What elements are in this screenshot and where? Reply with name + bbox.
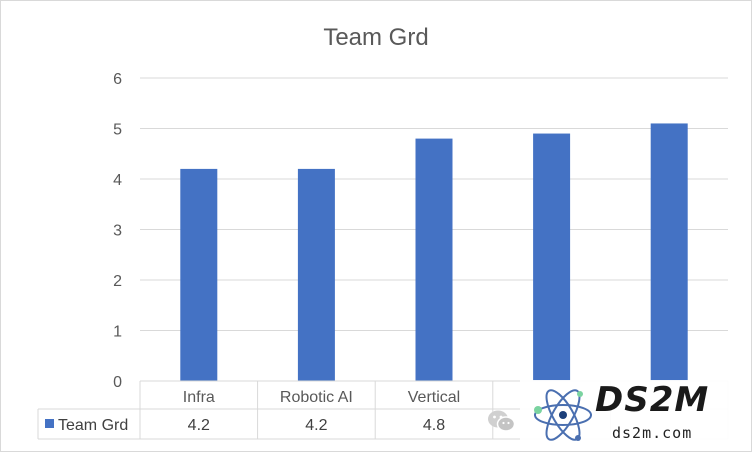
data-label: 4.8 [423,417,445,434]
watermark-sub-text: ds2m.com [612,424,693,442]
bar [533,133,571,381]
atom-icon [534,389,592,441]
y-tick-label: 0 [113,374,122,391]
legend-label: Team Grd [58,417,128,434]
bar [650,123,688,381]
bars [180,123,688,381]
chart-title: Team Grd [323,24,428,51]
y-tick-label: 2 [113,273,122,290]
y-axis-ticks: 0 1 2 3 4 5 6 [113,71,122,391]
watermark: DS2M ds2m.com [520,380,750,450]
legend-swatch [45,419,54,428]
bar [180,168,218,381]
y-tick-label: 3 [113,223,122,240]
y-tick-label: 4 [113,172,122,189]
y-tick-label: 1 [113,324,122,341]
data-label: 4.2 [305,417,327,434]
x-tick-label: Robotic AI [280,389,353,406]
data-label: 4.2 [188,417,210,434]
y-tick-label: 5 [113,122,122,139]
watermark-logo-text: DS2M [595,380,710,420]
x-tick-label: Infra [183,389,215,406]
bar [297,168,335,381]
x-tick-label: Vertical [408,389,460,406]
bar [415,138,453,381]
wechat-icon [488,410,516,432]
y-tick-label: 6 [113,71,122,88]
